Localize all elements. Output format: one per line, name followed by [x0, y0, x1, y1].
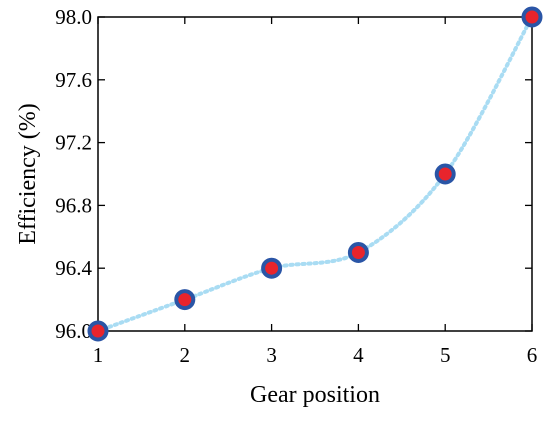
data-point — [521, 6, 543, 28]
series-line — [96, 15, 534, 333]
y-tick-label: 96.4 — [55, 256, 92, 280]
x-tick-label: 6 — [527, 343, 538, 367]
x-axis-ticks: 1 2 3 4 5 6 — [93, 17, 538, 367]
data-point — [261, 257, 283, 279]
y-axis-ticks: 96.0 96.4 96.8 97.2 97.6 98.0 — [55, 5, 532, 343]
series-layer — [87, 6, 543, 342]
x-tick-label: 1 — [93, 343, 104, 367]
data-point — [434, 163, 456, 185]
y-tick-label: 96.8 — [55, 193, 92, 217]
x-tick-label: 3 — [266, 343, 277, 367]
y-axis-title: Efficiency (%) — [15, 103, 41, 244]
data-point — [87, 320, 109, 342]
y-tick-label: 96.0 — [55, 319, 92, 343]
y-tick-label: 98.0 — [55, 5, 92, 29]
y-tick-label: 97.2 — [55, 131, 92, 155]
data-point — [174, 289, 196, 311]
plot-frame — [97, 16, 533, 332]
x-tick-label: 5 — [440, 343, 451, 367]
x-tick-label: 4 — [353, 343, 364, 367]
x-axis-title: Gear position — [250, 382, 380, 408]
data-point — [347, 242, 369, 263]
y-tick-label: 97.6 — [55, 68, 92, 92]
x-tick-label: 2 — [180, 343, 191, 367]
